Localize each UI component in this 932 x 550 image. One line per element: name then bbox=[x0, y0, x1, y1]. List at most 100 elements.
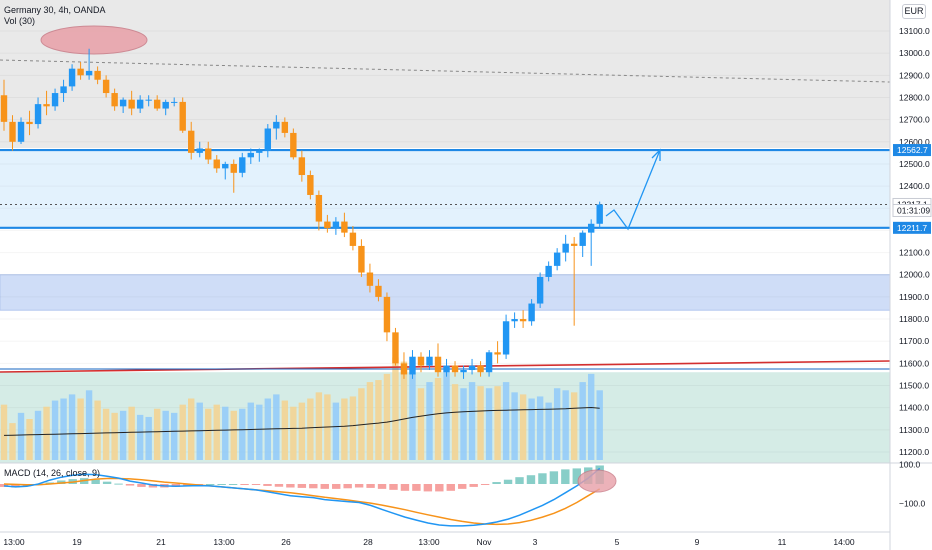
candle-body bbox=[290, 132, 297, 158]
volume-bar bbox=[290, 406, 297, 460]
candle-body bbox=[460, 370, 467, 373]
macd-histogram-bar bbox=[377, 484, 387, 489]
macd-histogram-bar bbox=[435, 484, 444, 492]
volume-bar bbox=[298, 402, 306, 460]
volume-bar bbox=[34, 410, 42, 460]
candle-body bbox=[102, 79, 110, 94]
volume-bar bbox=[9, 423, 16, 460]
price-tick-label: 11400.0 bbox=[899, 403, 929, 413]
macd-histogram-bar bbox=[446, 484, 455, 491]
volume-bar bbox=[570, 392, 578, 460]
volume-bar bbox=[85, 390, 93, 460]
volume-bar bbox=[162, 410, 169, 460]
volume-bar bbox=[434, 378, 442, 460]
price-label-box bbox=[893, 144, 931, 157]
volume-bar bbox=[587, 373, 595, 460]
price-tick-label: 12600.0 bbox=[899, 137, 930, 147]
candle-body bbox=[77, 68, 84, 76]
projection-arrowhead bbox=[651, 148, 661, 161]
macd-tick-label: −100.0 bbox=[899, 499, 926, 509]
volume-bar bbox=[536, 396, 544, 460]
candle-body bbox=[392, 332, 399, 364]
candle-body bbox=[502, 321, 510, 355]
macd-histogram-bar bbox=[480, 484, 490, 485]
time-tick-label: 11 bbox=[778, 537, 787, 547]
volume-bar bbox=[596, 390, 603, 460]
volume-bar bbox=[553, 388, 561, 460]
price-tick-label: 12000.0 bbox=[899, 270, 930, 280]
candle-body bbox=[119, 99, 127, 107]
macd-histogram-bar bbox=[320, 484, 329, 489]
candle-body bbox=[43, 104, 50, 107]
candle-body bbox=[596, 204, 603, 224]
candle-body bbox=[179, 101, 186, 131]
candle-body bbox=[247, 152, 254, 158]
time-tick-label: 13:00 bbox=[3, 537, 25, 547]
macd-histogram-bar bbox=[412, 484, 421, 491]
volume-label: Vol (30) bbox=[4, 16, 36, 26]
volume-bar bbox=[562, 390, 569, 460]
volume-ma bbox=[3, 406, 600, 436]
candle-body bbox=[9, 121, 16, 142]
candle-body bbox=[485, 352, 493, 373]
macd-histogram-bar bbox=[57, 480, 66, 484]
time-tick-label: 14:00 bbox=[833, 537, 855, 547]
price-label-box bbox=[892, 203, 932, 217]
candle-body bbox=[153, 99, 161, 109]
macd-tick-label: 100.0 bbox=[899, 460, 921, 470]
time-tick-label: 21 bbox=[156, 537, 166, 547]
macd-histogram-bar bbox=[274, 484, 284, 487]
candle-body bbox=[375, 285, 382, 297]
macd-histogram-bar bbox=[526, 475, 536, 484]
volume-bar bbox=[0, 404, 8, 460]
volume-bar bbox=[256, 404, 263, 460]
macd-histogram-bar bbox=[91, 479, 100, 484]
volume-bar bbox=[60, 398, 67, 460]
volume-bar bbox=[239, 408, 246, 460]
price-tick-label: 12800.0 bbox=[899, 92, 930, 102]
volume-bar bbox=[443, 371, 450, 460]
candle-body bbox=[188, 130, 195, 153]
volume-bar bbox=[77, 398, 84, 460]
candle-body bbox=[383, 296, 391, 333]
volume-bar bbox=[205, 408, 212, 460]
volume-bar bbox=[511, 392, 518, 460]
volume-bar bbox=[213, 404, 220, 460]
candle-body bbox=[315, 194, 323, 222]
price-tick-label: 11500.0 bbox=[899, 381, 929, 391]
volume-bar bbox=[171, 412, 178, 460]
volume-bar bbox=[51, 400, 59, 460]
macd-histogram-bar bbox=[423, 484, 433, 492]
dashed-trendline bbox=[0, 59, 891, 83]
grid bbox=[0, 30, 890, 453]
currency-button[interactable]: EUR bbox=[902, 4, 926, 19]
volume-bar bbox=[383, 373, 391, 460]
candle-body bbox=[145, 99, 152, 101]
macd-histogram-bar bbox=[148, 484, 158, 488]
macd-histogram-bar bbox=[469, 484, 478, 487]
price-tick-label: 12100.0 bbox=[899, 248, 930, 258]
macd-histogram-bar bbox=[171, 484, 181, 487]
upper-grey-zone bbox=[0, 0, 890, 148]
macd-signal-line bbox=[3, 477, 601, 526]
volume-bar bbox=[179, 404, 186, 460]
volume-bar bbox=[281, 400, 289, 460]
candle-body bbox=[51, 93, 59, 107]
candle-body bbox=[17, 121, 25, 142]
macd-histogram-bar bbox=[251, 484, 261, 485]
price-label-box bbox=[893, 221, 931, 234]
macd-highlight-ellipse bbox=[577, 469, 617, 493]
price-label-level: 12562.7 bbox=[897, 145, 928, 155]
price-tick-label: 11800.0 bbox=[899, 314, 929, 324]
candle-body bbox=[358, 245, 365, 273]
volume-bar bbox=[349, 396, 357, 460]
candle-body bbox=[205, 148, 212, 160]
candle-body bbox=[26, 121, 33, 125]
candle-body bbox=[60, 86, 67, 94]
candle-body bbox=[281, 121, 289, 133]
macd-histogram-bar bbox=[240, 484, 249, 485]
macd-histogram-bar bbox=[206, 484, 215, 485]
